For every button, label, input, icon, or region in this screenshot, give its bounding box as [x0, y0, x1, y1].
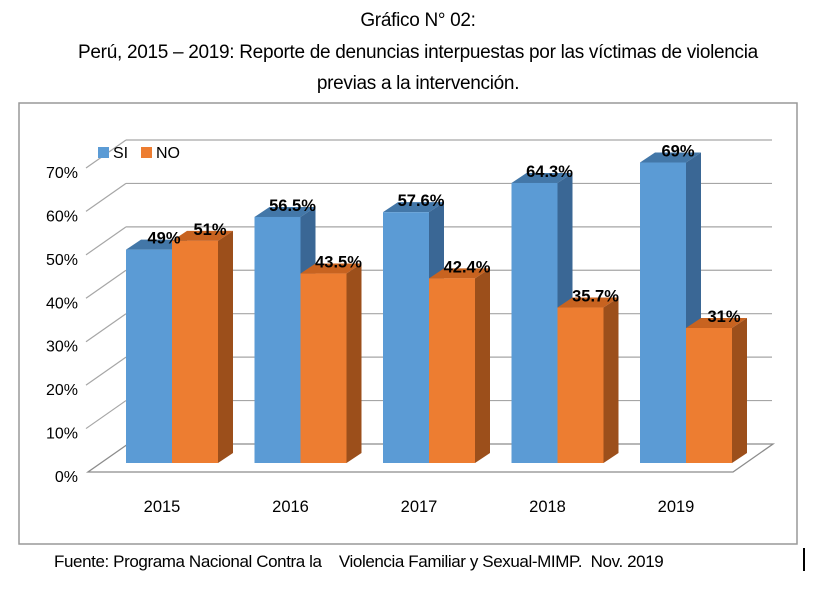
- bar-no-2019-front: [686, 327, 732, 463]
- bar-si-2016-front: [254, 216, 301, 463]
- source-caption: Fuente: Programa Nacional Contra la Viol…: [54, 552, 664, 571]
- text-cursor: [803, 548, 805, 571]
- y-tick-label-20%: 20%: [46, 382, 78, 399]
- gridline-diagonal-40%: [85, 269, 127, 299]
- y-tick-label-40%: 40%: [46, 295, 78, 312]
- data-label-si-2018: 64.3%: [526, 163, 573, 181]
- legend-no-swatch: [141, 147, 152, 158]
- x-tick-label-2019: 2019: [658, 498, 695, 516]
- chart-border: [18, 102, 798, 545]
- x-tick-label-2017: 2017: [401, 498, 438, 516]
- gridline-diagonal-20%: [85, 356, 127, 386]
- bar-no-2016-side: [346, 263, 362, 463]
- data-label-si-2015: 49%: [147, 230, 180, 248]
- bar-no-2015-top: [172, 230, 233, 241]
- x-tick-label-2016: 2016: [272, 498, 309, 516]
- bar-si-2016-top: [254, 206, 316, 217]
- chart-title-line-2: Perú, 2015 – 2019: Reporte de denuncias …: [78, 41, 758, 63]
- y-tick-label-60%: 60%: [46, 208, 78, 225]
- bar-no-2019-top: [686, 317, 747, 328]
- bar-no-2015-side: [218, 230, 233, 463]
- bar-si-2017-front: [383, 212, 429, 463]
- bar-no-2015-front: [172, 240, 218, 463]
- gridline-diagonal-50%: [85, 226, 127, 256]
- bar-no-2019-side: [732, 317, 747, 463]
- data-label-no-2018: 35.7%: [572, 288, 619, 306]
- x-tick-label-2015: 2015: [144, 498, 181, 516]
- bar-no-2016-top: [300, 263, 362, 274]
- data-label-no-2017: 42.4%: [444, 258, 491, 276]
- bar-si-2015-top: [126, 239, 187, 250]
- legend-si-swatch: [98, 147, 109, 158]
- bar-no-2016-front: [300, 273, 347, 463]
- y-tick-label-10%: 10%: [46, 426, 78, 443]
- bar-si-2019-front: [640, 162, 686, 463]
- data-label-si-2016: 56.5%: [269, 197, 316, 215]
- bar-si-2015-front: [126, 249, 172, 463]
- bar-no-2017-side: [475, 268, 490, 463]
- bar-si-2018-front: [511, 182, 558, 463]
- bar-si-2019-top: [640, 152, 701, 163]
- bar-no-2018-top: [557, 297, 619, 308]
- y-tick-label-30%: 30%: [46, 339, 78, 356]
- bar-no-2018-front: [557, 307, 604, 463]
- gridline-diagonal-30%: [85, 313, 127, 343]
- data-label-no-2016: 43.5%: [315, 254, 362, 272]
- bar-no-2017-top: [429, 268, 490, 279]
- data-label-si-2019: 69%: [661, 143, 694, 161]
- gridline-diagonal-10%: [85, 400, 127, 430]
- data-label-no-2019: 31%: [707, 308, 740, 326]
- bar-no-2018-side: [603, 297, 619, 463]
- chart-title-block: Gráfico N° 02: Perú, 2015 – 2019: Report…: [0, 5, 836, 100]
- chart-title-line-1: Gráfico N° 02:: [360, 10, 476, 31]
- legend-no-label: NO: [156, 145, 180, 162]
- bar-si-2018-top: [511, 172, 573, 183]
- chart-title-line-3: previas a la intervención.: [316, 73, 520, 94]
- y-tick-label-50%: 50%: [46, 252, 78, 269]
- bar-si-2017-top: [383, 202, 444, 213]
- gridline-diagonal-60%: [85, 182, 127, 212]
- data-label-si-2017: 57.6%: [398, 192, 445, 210]
- y-tick-label-0%: 0%: [55, 469, 78, 486]
- bar-no-2017-front: [429, 278, 475, 463]
- y-tick-label-70%: 70%: [46, 165, 78, 182]
- x-tick-label-2018: 2018: [529, 498, 566, 516]
- legend-si-label: SI: [113, 145, 128, 162]
- data-label-no-2015: 51%: [193, 221, 226, 239]
